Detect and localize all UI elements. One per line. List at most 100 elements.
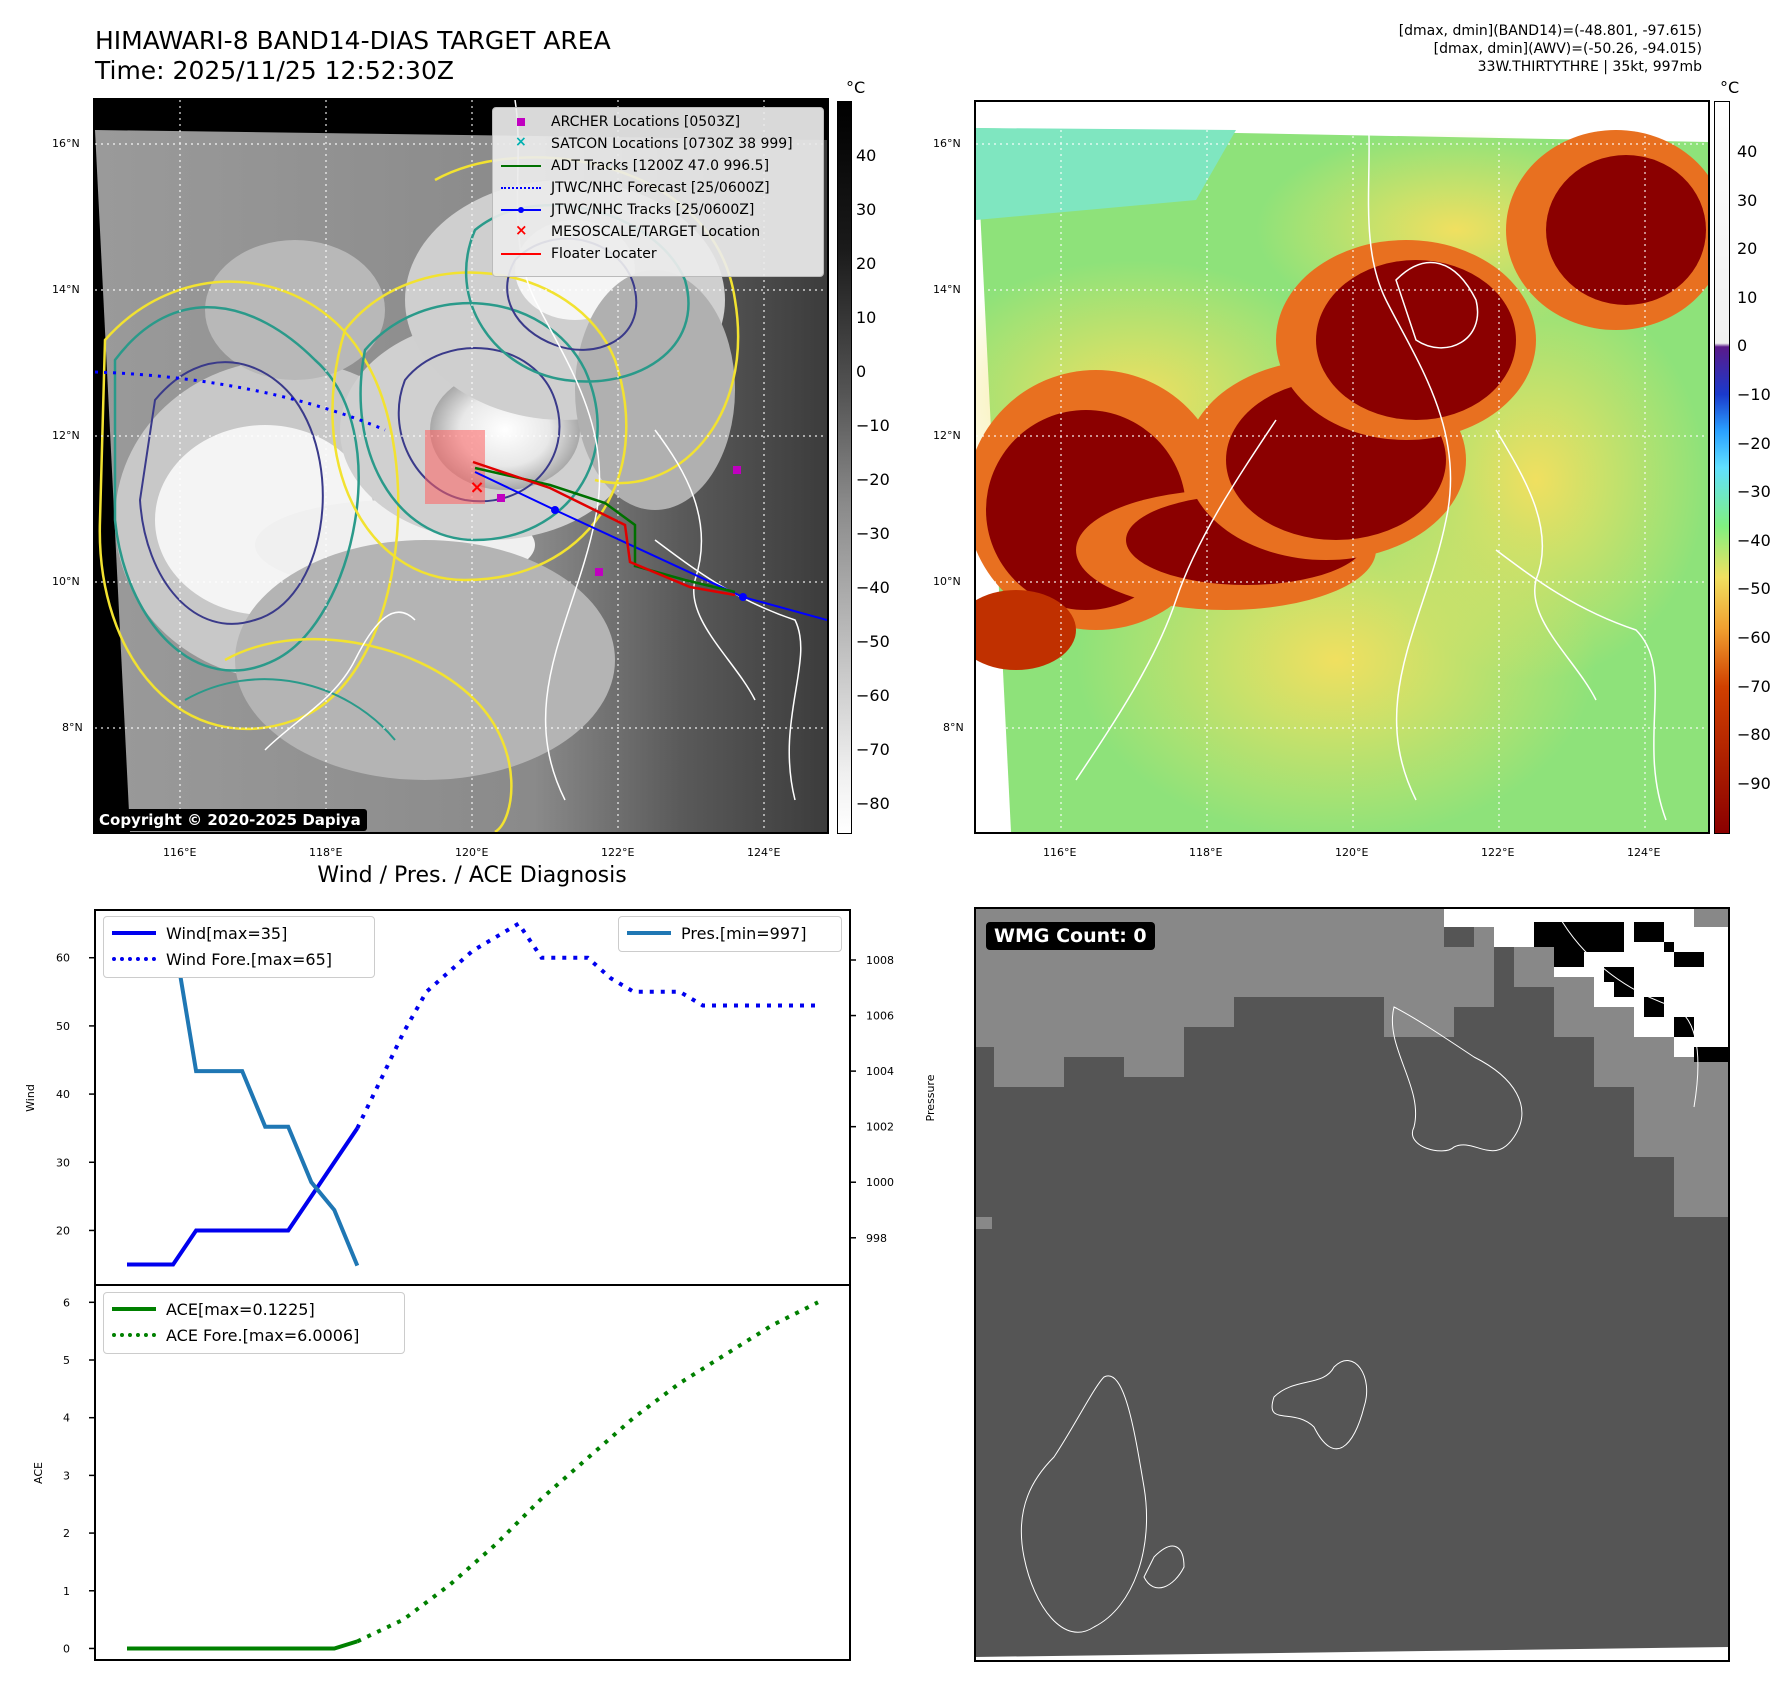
pressure-ytick-label: 998 <box>866 1232 887 1245</box>
ir-map-frame <box>93 98 829 834</box>
gray-colorbar-tick: 10 <box>856 308 877 327</box>
color-colorbar-tick: −50 <box>1737 579 1771 599</box>
gray-colorbar-tick: −80 <box>856 794 890 813</box>
ace-legend: ACE[max=0.1225] ACE Fore.[max=6.0006] <box>103 1292 405 1354</box>
pressure-ytick-label: 1002 <box>866 1121 894 1134</box>
color-colorbar <box>1714 101 1730 834</box>
wmg-count-label: WMG Count: 0 <box>986 922 1155 950</box>
ace-ytick-label: 0 <box>63 1642 70 1655</box>
lon-label-120-right: 120°E <box>1335 846 1369 859</box>
figure-title: HIMAWARI-8 BAND14-DIAS TARGET AREA <box>95 26 611 55</box>
color-colorbar-tick: −10 <box>1737 385 1771 404</box>
series-line-wind-fore- <box>355 920 818 1130</box>
diagnosis-axis-layer: 20 30 40 50 60 998 1000 1002 1004 1006 1008 0 1 2 3 4 5 6 <box>56 952 894 1656</box>
gray-colorbar-tick: −60 <box>856 686 890 705</box>
legend-ace-forecast: ACE Fore.[max=6.0006] <box>112 1323 359 1347</box>
lon-label-118-right: 118°E <box>1189 846 1223 859</box>
series-line-ace <box>127 1639 358 1651</box>
legend-ace: ACE[max=0.1225] <box>112 1297 315 1321</box>
stats-awv: [dmax, dmin](AWV)=(-50.26, -94.015) <box>1433 41 1702 57</box>
lat-label-8: 8°N <box>62 721 83 734</box>
legend-satcon: × SATCON Locations [0730Z 38 999] <box>515 134 793 152</box>
gray-colorbar-tick: −20 <box>856 470 890 489</box>
wmg-panel <box>974 907 1729 1662</box>
pressure-ytick-label: 1004 <box>866 1065 894 1078</box>
series-line-pres- <box>150 930 360 1267</box>
legend-jtwc-forecast: JTWC/NHC Forecast [25/0600Z] <box>501 178 770 198</box>
stats-band14: [dmax, dmin](BAND14)=(-48.801, -97.615) <box>1398 23 1702 39</box>
lat-label-16: 16°N <box>52 137 80 150</box>
color-colorbar-tick: −30 <box>1737 482 1771 502</box>
gray-colorbar-tick: −70 <box>856 740 890 759</box>
color-colorbar-tick: 10 <box>1737 287 1758 307</box>
wind-ytick-label: 50 <box>56 1020 70 1033</box>
series-line-wind <box>127 1127 359 1267</box>
gray-colorbar-tick: −30 <box>856 524 890 543</box>
figure-time: Time: 2025/11/25 12:52:30Z <box>95 56 454 85</box>
color-colorbar-tick: −60 <box>1737 628 1771 647</box>
color-colorbar-tick: 30 <box>1737 190 1758 210</box>
dias-map-frame <box>974 100 1710 834</box>
gray-colorbar-tick: 0 <box>856 362 867 381</box>
wind-series-layer <box>127 920 818 1267</box>
lat-label-16-right: 16°N <box>933 137 961 150</box>
lat-label-10: 10°N <box>52 575 80 588</box>
legend-pressure: Pres.[min=997] <box>627 921 806 945</box>
lat-label-10-right: 10°N <box>933 575 961 588</box>
wind-ytick-label: 30 <box>56 1156 70 1169</box>
dias-color-map <box>976 100 1708 832</box>
color-colorbar-tick: −90 <box>1737 773 1771 793</box>
ace-ytick-label: 1 <box>63 1585 70 1598</box>
gray-colorbar-tick: 40 <box>856 146 877 165</box>
pressure-ytick-label: 1006 <box>866 1010 894 1023</box>
wind-axis-label: Wind <box>24 1084 37 1112</box>
legend-archer: ARCHER Locations [0503Z] <box>501 112 740 132</box>
pressure-legend: Pres.[min=997] <box>618 916 842 952</box>
ace-ytick-label: 4 <box>63 1412 70 1425</box>
gray-colorbar-tick: −50 <box>856 632 890 651</box>
pressure-axis-label: Pressure <box>924 1074 937 1121</box>
color-colorbar-tick: −70 <box>1737 676 1771 696</box>
diagnosis-title: Wind / Pres. / ACE Diagnosis <box>317 863 627 888</box>
legend-wind-forecast: Wind Fore.[max=65] <box>112 947 332 971</box>
legend-wind: Wind[max=35] <box>112 921 287 945</box>
ace-axis-label: ACE <box>32 1462 45 1484</box>
gray-colorbar-tick: 30 <box>856 200 877 219</box>
svg-text:×: × <box>469 477 484 498</box>
color-colorbar-tick: −80 <box>1737 725 1771 745</box>
pressure-ytick-label: 1008 <box>866 954 894 967</box>
lon-label-124: 124°E <box>747 846 781 859</box>
wind-ytick-label: 40 <box>56 1088 70 1101</box>
pressure-series-layer <box>150 930 360 1267</box>
wind-ytick-label: 20 <box>56 1224 70 1237</box>
wind-ytick-label: 60 <box>56 952 70 965</box>
lon-label-118: 118°E <box>309 846 343 859</box>
lat-label-12-right: 12°N <box>933 429 961 442</box>
lon-label-124-right: 124°E <box>1627 846 1661 859</box>
copyright-label: Copyright © 2020-2025 Dapiya <box>93 809 367 831</box>
color-colorbar-tick: 20 <box>1737 239 1758 259</box>
gray-colorbar <box>837 101 852 834</box>
stats-block: [dmax, dmin](BAND14)=(-48.801, -97.615) … <box>1399 22 1702 76</box>
legend-mesoscale: × MESOSCALE/TARGET Location <box>515 221 761 240</box>
series-line-ace-fore- <box>356 1300 819 1644</box>
ace-ytick-label: 2 <box>63 1527 70 1540</box>
ace-ytick-label: 5 <box>63 1354 70 1367</box>
color-colorbar-tick: 40 <box>1737 142 1758 161</box>
wmg-frame <box>974 907 1730 1662</box>
gray-colorbar-tick: −40 <box>856 578 890 597</box>
lon-label-122: 122°E <box>601 846 635 859</box>
lat-label-8-right: 8°N <box>943 721 964 734</box>
legend-floater: Floater Locater <box>501 244 657 264</box>
color-colorbar-tick: −40 <box>1737 530 1771 550</box>
color-colorbar-tick: 0 <box>1737 336 1748 356</box>
ace-ytick-label: 3 <box>63 1469 70 1482</box>
pressure-ytick-label: 1000 <box>866 1176 894 1189</box>
lon-label-122-right: 122°E <box>1481 846 1515 859</box>
legend-adt: ADT Tracks [1200Z 47.0 996.5] <box>501 156 769 176</box>
legend-jtwc-tracks: JTWC/NHC Tracks [25/0600Z] <box>501 200 754 220</box>
gray-colorbar-tick: 20 <box>856 254 877 273</box>
lon-label-116-right: 116°E <box>1043 846 1077 859</box>
lat-label-14-right: 14°N <box>933 283 961 296</box>
mesoscale-target-box <box>425 430 485 504</box>
